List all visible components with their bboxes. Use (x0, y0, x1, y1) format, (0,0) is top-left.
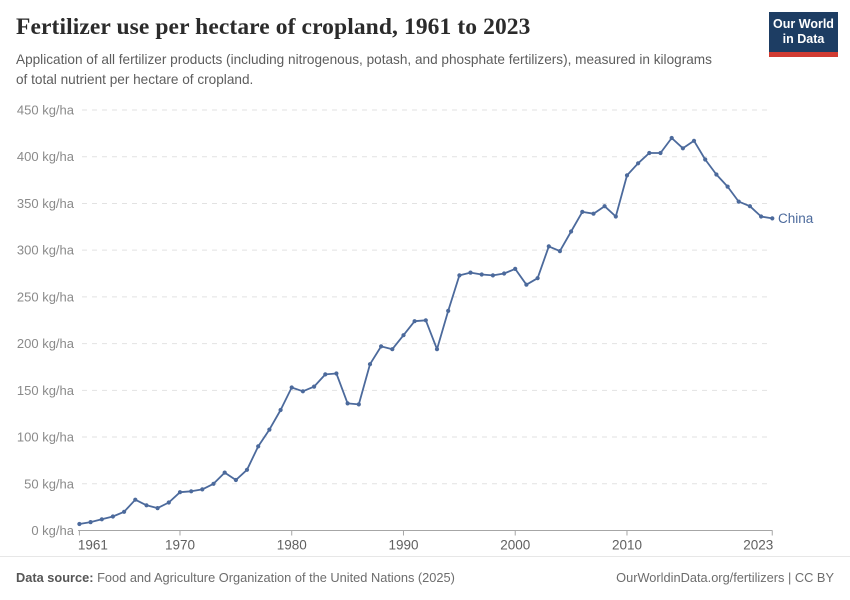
data-point-china-1984 (334, 371, 339, 376)
data-point-china-2016 (691, 138, 697, 143)
data-point-china-1998 (490, 273, 495, 278)
data-point-china-1969 (166, 500, 171, 505)
y-tick-label-250: 250 kg/ha (17, 289, 75, 304)
y-tick-label-0: 0 kg/ha (31, 523, 74, 538)
data-point-china-1987 (367, 362, 373, 367)
data-point-china-1999 (502, 271, 507, 276)
data-point-china-2013 (658, 150, 663, 156)
data-point-china-2009 (613, 214, 618, 219)
data-point-china-1973 (211, 481, 216, 486)
y-tick-label-200: 200 kg/ha (17, 336, 75, 351)
data-point-china-1968 (155, 506, 160, 511)
x-tick-label-2023: 2023 (743, 538, 773, 553)
data-point-china-1966 (133, 497, 138, 502)
y-tick-label-50: 50 kg/ha (24, 476, 75, 491)
data-point-china-1974 (222, 470, 227, 475)
owid-url-link[interactable]: OurWorldinData.org/fertilizers (616, 570, 785, 585)
data-point-china-1995 (457, 273, 462, 278)
data-point-china-1963 (99, 517, 104, 522)
data-point-china-2010 (624, 173, 630, 178)
data-point-china-1971 (189, 489, 194, 494)
data-point-china-1991 (412, 319, 417, 324)
data-point-china-2004 (557, 249, 563, 254)
data-point-china-1964 (110, 514, 115, 519)
data-point-china-1994 (446, 308, 451, 313)
data-point-china-1982 (312, 384, 317, 389)
data-point-china-2012 (647, 150, 652, 156)
data-point-china-1997 (479, 272, 484, 277)
data-point-china-2021 (747, 204, 753, 209)
owid-logo[interactable]: Our World in Data (769, 12, 838, 57)
y-tick-label-450: 450 kg/ha (17, 103, 75, 118)
data-point-china-2002 (535, 276, 540, 281)
data-point-china-1981 (300, 389, 305, 394)
chart-title: Fertilizer use per hectare of cropland, … (16, 14, 531, 40)
x-tick-label-1961: 1961 (78, 538, 108, 553)
y-tick-label-150: 150 kg/ha (17, 383, 75, 398)
chart-subtitle: Application of all fertilizer products (… (16, 52, 712, 88)
data-point-china-1990 (401, 333, 406, 338)
data-point-china-2000 (513, 266, 518, 271)
data-point-china-2017 (703, 157, 708, 162)
data-point-china-1993 (434, 347, 440, 352)
data-point-china-1988 (379, 344, 384, 349)
data-point-china-1962 (88, 520, 93, 525)
data-source: Data source: Food and Agriculture Organi… (16, 570, 455, 585)
data-point-china-1979 (278, 407, 283, 413)
data-point-china-1965 (122, 509, 127, 514)
owid-logo-line1: Our World (773, 16, 834, 31)
data-point-china-1976 (244, 467, 250, 472)
data-point-china-2011 (636, 161, 641, 166)
data-point-china-1970 (177, 490, 183, 495)
footer-divider: | (788, 570, 792, 585)
data-point-china-2018 (714, 172, 719, 177)
owid-logo-line2: in Data (782, 32, 825, 46)
chart-footer: Data source: Food and Agriculture Organi… (0, 556, 850, 600)
data-source-text: Food and Agriculture Organization of the… (97, 570, 455, 585)
chart-header: Fertilizer use per hectare of cropland, … (16, 14, 756, 91)
data-point-china-1980 (289, 385, 294, 390)
data-point-china-1977 (256, 444, 261, 449)
data-point-china-1978 (267, 427, 272, 432)
data-point-china-2008 (602, 204, 607, 209)
data-line-china (78, 137, 774, 525)
data-point-china-2007 (591, 211, 596, 216)
data-point-china-2001 (524, 282, 529, 287)
x-tick-label-1980: 1980 (277, 538, 307, 553)
footer-right: OurWorldinData.org/fertilizers | CC BY (616, 570, 834, 585)
data-point-china-1967 (144, 503, 149, 508)
x-tick-label-2010: 2010 (612, 538, 642, 553)
data-point-china-1975 (233, 477, 238, 483)
data-point-china-2003 (546, 244, 551, 249)
data-point-china-2020 (736, 199, 741, 204)
data-point-china-1983 (323, 372, 328, 377)
y-tick-label-300: 300 kg/ha (17, 243, 75, 258)
data-point-china-1986 (356, 402, 361, 407)
data-source-label: Data source: (16, 570, 94, 585)
license-label: CC BY (794, 570, 834, 585)
data-point-china-2014 (669, 135, 674, 141)
y-tick-label-400: 400 kg/ha (17, 149, 75, 164)
x-tick-label-1970: 1970 (165, 538, 195, 553)
data-point-china-1972 (200, 487, 205, 492)
data-point-china-2006 (580, 209, 585, 214)
x-tick-label-2000: 2000 (500, 538, 530, 553)
data-point-china-1996 (468, 270, 473, 275)
y-tick-label-350: 350 kg/ha (17, 196, 75, 211)
y-tick-label-100: 100 kg/ha (17, 430, 75, 445)
data-point-china-2005 (569, 229, 574, 234)
data-point-china-1985 (345, 401, 350, 406)
data-point-china-2022 (759, 214, 764, 219)
data-point-china-2015 (680, 146, 686, 151)
series-label-china[interactable]: China (778, 211, 814, 226)
x-tick-label-1990: 1990 (388, 538, 418, 553)
data-point-china-1989 (390, 347, 395, 352)
data-point-china-1961 (77, 521, 82, 527)
data-point-china-2023 (770, 216, 775, 221)
data-point-china-2019 (725, 184, 730, 189)
data-point-china-1992 (423, 318, 428, 323)
